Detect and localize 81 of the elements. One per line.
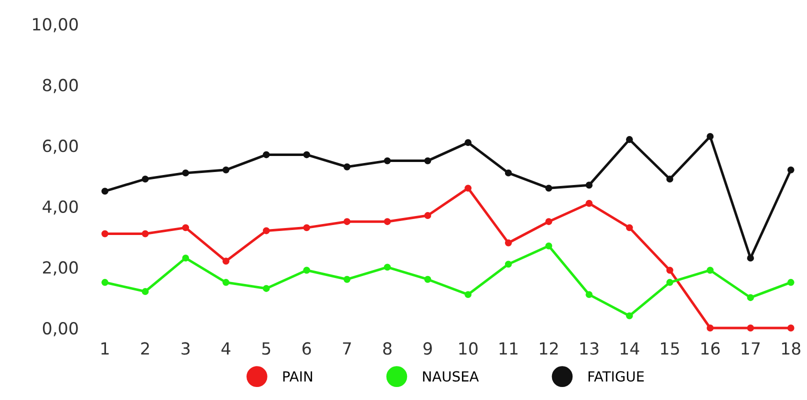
point <box>101 188 108 195</box>
x-tick-label: 9 <box>423 342 432 355</box>
point <box>464 139 472 146</box>
y-tick-label: 10,00 <box>33 18 78 32</box>
point <box>262 285 270 292</box>
point <box>545 184 552 192</box>
point <box>666 278 674 286</box>
x-tick-label: 2 <box>141 342 149 355</box>
point <box>384 157 391 164</box>
y-tick-label: 2,00 <box>43 261 78 276</box>
point <box>344 163 350 170</box>
point <box>142 230 149 238</box>
point <box>303 151 310 158</box>
y-tick-label: 8,00 <box>42 78 78 94</box>
point <box>424 212 432 219</box>
point <box>747 254 754 262</box>
x-tick-label: 3 <box>182 342 190 355</box>
legend-label: PAIN <box>283 371 312 382</box>
point <box>626 312 633 320</box>
x-tick-label: 16 <box>701 342 720 355</box>
point <box>182 254 190 262</box>
x-tick-label: 18 <box>782 342 800 355</box>
point <box>182 224 190 232</box>
point <box>344 276 350 283</box>
point <box>666 266 674 274</box>
point <box>787 324 794 332</box>
legend-label: FATIGUE <box>588 371 644 382</box>
x-tick-label: 8 <box>383 342 392 355</box>
point <box>222 278 230 286</box>
point <box>586 182 593 189</box>
point <box>262 151 270 158</box>
point <box>586 291 593 298</box>
point <box>222 166 230 174</box>
point <box>666 176 674 183</box>
x-tick-label: 13 <box>580 342 598 355</box>
point <box>706 266 714 274</box>
point <box>706 324 714 332</box>
point <box>545 218 552 226</box>
point <box>747 294 754 302</box>
x-tick-label: 10 <box>459 342 478 355</box>
point <box>626 136 633 143</box>
x-tick-label: 11 <box>500 342 518 355</box>
point <box>262 227 270 234</box>
point <box>787 166 794 174</box>
point <box>626 224 633 232</box>
point <box>303 224 310 232</box>
point <box>303 266 310 274</box>
point <box>101 230 108 238</box>
x-tick-label: 6 <box>302 342 311 355</box>
point <box>182 169 190 176</box>
point <box>344 218 350 226</box>
point <box>424 157 432 164</box>
y-tick-label: 0,00 <box>42 322 78 336</box>
point <box>142 176 149 183</box>
point <box>504 260 512 268</box>
x-tick-label: 14 <box>620 342 640 355</box>
point <box>384 218 391 226</box>
x-tick-label: 15 <box>661 342 679 355</box>
point <box>504 169 512 176</box>
point <box>706 133 714 140</box>
legend-label: NAUSEA <box>423 371 479 382</box>
point <box>142 288 149 295</box>
y-tick-label: 6,00 <box>42 140 78 154</box>
point <box>101 278 108 286</box>
x-tick-label: 4 <box>221 342 230 355</box>
x-tick-label: 17 <box>742 342 760 355</box>
point <box>747 324 754 332</box>
point <box>384 264 391 271</box>
x-tick-label: 7 <box>343 342 351 355</box>
point <box>222 258 230 265</box>
x-tick-label: 5 <box>262 342 270 355</box>
point <box>586 200 593 207</box>
x-tick-label: 1 <box>101 342 109 355</box>
point <box>545 242 552 250</box>
y-tick-label: 4,00 <box>42 200 78 215</box>
point <box>504 239 512 246</box>
point <box>424 276 432 283</box>
x-tick-label: 12 <box>540 342 558 355</box>
point <box>787 278 794 286</box>
point <box>464 184 472 192</box>
point <box>464 291 472 298</box>
